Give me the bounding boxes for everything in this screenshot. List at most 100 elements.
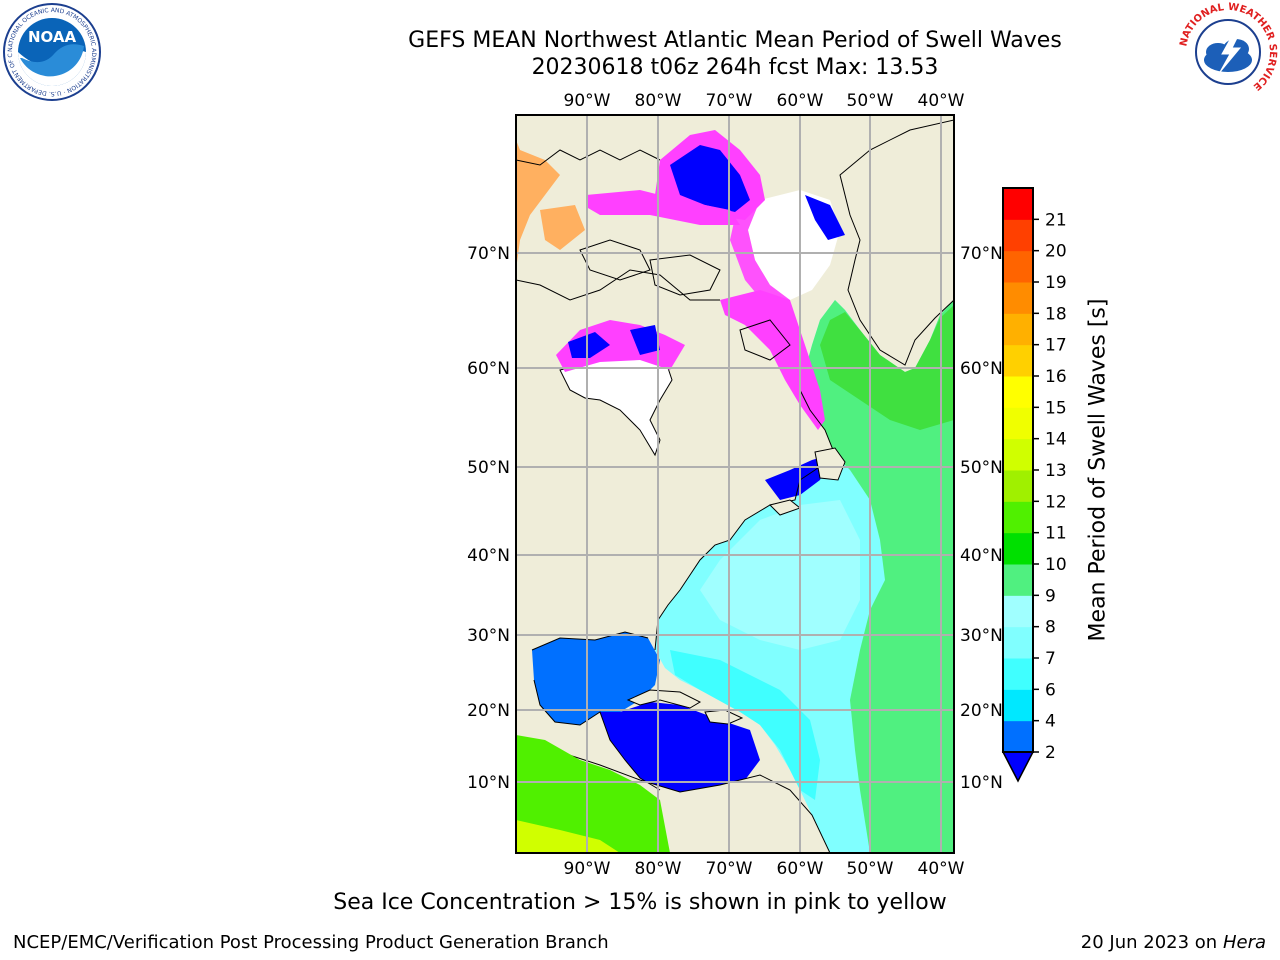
colorbar-swatch (1003, 658, 1033, 690)
lon-label: 70°W (706, 859, 753, 879)
lat-label: 70°N (960, 244, 1003, 264)
lat-label: 70°N (467, 244, 510, 264)
colorbar-tick-label: 20 (1045, 242, 1067, 262)
baffin-ice-edge (730, 195, 790, 310)
arctic-orange-ice (516, 140, 560, 270)
colorbar-tick-label: 17 (1045, 336, 1067, 356)
lon-label: 70°W (706, 91, 753, 111)
nws-logo: NATIONAL WEATHER SERVICE (1178, 2, 1278, 100)
lat-label: 40°N (960, 546, 1003, 566)
pacific-high-period-zone (516, 820, 620, 853)
colorbar-label: Mean Period of Swell Waves [s] (1085, 298, 1111, 642)
arctic-channels-ice (586, 190, 740, 225)
colorbar-tick-label: 11 (1045, 524, 1067, 544)
lat-labels-right: 70°N 60°N 50°N 40°N 30°N 20°N 10°N (960, 244, 1003, 793)
sea-ice-note: Sea Ice Concentration > 15% is shown in … (333, 890, 947, 915)
colorbar-tick-label: 12 (1045, 492, 1067, 512)
colorbar-tick-label: 19 (1045, 273, 1067, 293)
colorbar-swatches (1003, 188, 1033, 753)
caribbean-sea (600, 702, 760, 792)
colorbar-swatch (1003, 626, 1033, 659)
lon-labels-bottom: 90°W 80°W 70°W 60°W 50°W 40°W (564, 859, 965, 879)
colorbar-swatch (1003, 313, 1033, 346)
arctic-islands-coastline (516, 149, 791, 361)
colorbar-swatch (1003, 282, 1033, 314)
lat-label: 10°N (467, 773, 510, 793)
colorbar-under-arrow (1001, 751, 1035, 783)
colorbar-tick-label: 13 (1045, 461, 1067, 481)
lat-label: 30°N (467, 626, 510, 646)
colorbar-tick-label: 4 (1045, 712, 1056, 732)
colorbar-tick-label: 21 (1045, 210, 1067, 230)
colorbar-tick-label: 14 (1045, 430, 1067, 450)
lat-label: 40°N (467, 546, 510, 566)
colorbar-tick-label: 10 (1045, 555, 1067, 575)
credit-line: NCEP/EMC/Verification Post Processing Pr… (13, 932, 609, 953)
colorbar-swatch (1003, 407, 1033, 440)
host-name: Hera (1222, 932, 1266, 953)
baffin-short-swell (805, 195, 845, 240)
colorbar-swatch (1003, 532, 1033, 565)
ocean-short-period-zone (670, 650, 820, 800)
hudson-strait-short-swell (568, 332, 610, 358)
lon-label: 40°W (918, 859, 965, 879)
colorbar-swatch (1003, 376, 1033, 408)
colorbar-swatch (1003, 188, 1033, 220)
lon-label: 60°W (777, 91, 824, 111)
colorbar-swatch (1003, 564, 1033, 596)
arctic-orange-ice-patch (540, 205, 585, 250)
map-title: GEFS MEAN Northwest Atlantic Mean Period… (408, 28, 1062, 53)
lon-label: 50°W (847, 91, 894, 111)
colorbar-swatch (1003, 501, 1033, 534)
colorbar-tick-label: 2 (1045, 743, 1056, 763)
lat-label: 50°N (467, 458, 510, 478)
map-subtitle: 20230618 t06z 264h fcst Max: 13.53 (531, 55, 939, 80)
lat-labels-left: 70°N 60°N 50°N 40°N 30°N 20°N 10°N (467, 244, 510, 793)
colorbar-ticks: 2 4 6 7 8 9 10 11 12 13 14 15 16 17 18 19 20 21 (1033, 210, 1067, 763)
noaa-logo: NATIONAL OCEANIC AND ATMOSPHERIC ADMINIS… (2, 2, 101, 101)
lon-labels-top: 90°W 80°W 70°W 60°W 50°W 40°W (564, 91, 965, 111)
lat-label: 10°N (960, 773, 1003, 793)
svg-text:NOAA: NOAA (28, 28, 77, 46)
greenland (839, 119, 954, 366)
labrador-ice-edge (720, 290, 825, 430)
gulf-of-mexico (532, 632, 660, 725)
lat-label: 60°N (467, 359, 510, 379)
colorbar-swatch (1003, 344, 1033, 377)
date-stamp: 20 Jun 2023 on Hera (1081, 932, 1266, 953)
lat-label: 20°N (960, 701, 1003, 721)
foxe-basin-short-swell (630, 325, 660, 355)
colorbar-tick-label: 16 (1045, 367, 1067, 387)
lon-label: 80°W (635, 859, 682, 879)
lat-label: 50°N (960, 458, 1003, 478)
lon-label: 60°W (777, 859, 824, 879)
newfoundland (814, 447, 846, 481)
colorbar-swatch (1003, 250, 1033, 283)
colorbar-swatch (1003, 470, 1033, 502)
date-text: 20 Jun 2023 on (1080, 932, 1218, 953)
colorbar-swatch (1003, 720, 1033, 753)
cuba-island (626, 689, 702, 709)
colorbar-tick-label: 7 (1045, 649, 1056, 669)
colorbar-tick-label: 15 (1045, 398, 1067, 418)
pacific-swell-zone (516, 735, 670, 853)
lat-label: 20°N (467, 701, 510, 721)
lon-label: 90°W (564, 91, 611, 111)
lon-label: 80°W (635, 91, 682, 111)
colorbar-tick-label: 18 (1045, 304, 1067, 324)
colorbar-swatch (1003, 438, 1033, 471)
colorbar-swatch (1003, 219, 1033, 252)
lon-label: 90°W (564, 859, 611, 879)
colorbar-swatch (1003, 595, 1033, 628)
colorbar-tick-label: 6 (1045, 680, 1056, 700)
colorbar-tick-label: 9 (1045, 586, 1056, 606)
colorbar-tick-label: 8 (1045, 618, 1056, 638)
lon-label: 50°W (847, 859, 894, 879)
colorbar-swatch (1003, 689, 1033, 722)
ocean-longer-period-zone (800, 300, 954, 853)
map-frame (515, 114, 955, 854)
lat-label: 30°N (960, 626, 1003, 646)
graticule (516, 115, 954, 853)
